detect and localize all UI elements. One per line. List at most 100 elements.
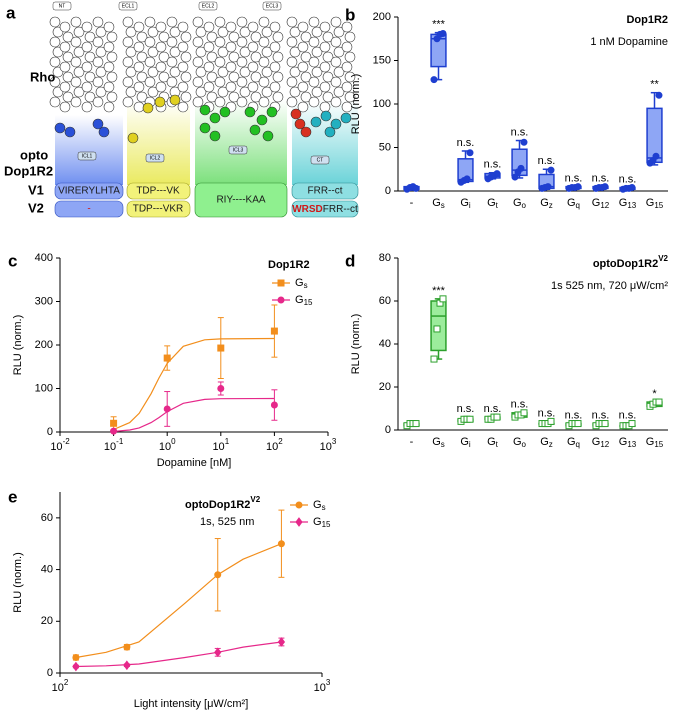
residue	[70, 16, 82, 28]
residue	[297, 101, 309, 113]
residue	[180, 31, 192, 43]
residue	[286, 76, 298, 88]
residue	[250, 31, 262, 43]
residue	[286, 36, 298, 48]
residue	[144, 76, 156, 88]
residue	[95, 46, 107, 58]
residue	[158, 71, 170, 83]
sequence-box	[291, 182, 359, 200]
residue	[95, 66, 107, 78]
residue	[324, 126, 336, 138]
residue	[286, 56, 298, 68]
residue	[98, 126, 110, 138]
y-tick-label: 200	[373, 11, 391, 23]
y-tick-label: 100	[373, 98, 391, 110]
y-tick-label: 400	[35, 252, 53, 264]
residue	[49, 76, 61, 88]
residue	[144, 36, 156, 48]
residue	[250, 91, 262, 103]
y-axis-label: RLU (norm.)	[12, 315, 24, 376]
residue	[122, 16, 134, 28]
residue	[289, 66, 301, 78]
residue	[333, 46, 345, 58]
residue	[300, 51, 312, 63]
residue	[206, 91, 218, 103]
receptor-diagram: a Rho opto Dop1R2 V1 V2 VIRERYLHTA TDP--…	[4, 3, 359, 218]
residue	[199, 104, 211, 116]
residue	[269, 61, 281, 73]
sequence: WRSDFRR--ct	[292, 204, 358, 215]
sequence: -	[87, 204, 90, 215]
panel-label: e	[8, 487, 17, 506]
x-tick-label: 102	[52, 678, 69, 694]
residue	[133, 101, 145, 113]
residue	[322, 31, 334, 43]
y-axis-label: RLU (norm.)	[350, 314, 362, 375]
residue	[228, 71, 240, 83]
significance: n.s.	[511, 399, 529, 411]
y-tick-label: 20	[379, 381, 391, 393]
data-point	[628, 420, 636, 428]
residue	[62, 71, 74, 83]
chart-title: optoDop1R2V2	[593, 254, 669, 270]
residue	[203, 61, 215, 73]
row-label: opto	[20, 147, 48, 162]
sequence: TDP---VK	[136, 186, 180, 197]
residue	[81, 41, 93, 53]
residue	[169, 26, 181, 38]
residue	[239, 26, 251, 38]
residue	[247, 41, 259, 53]
residue	[297, 41, 309, 53]
y-axis-label: RLU (norm.)	[350, 74, 362, 135]
chart-subtitle: 1s 525 nm, 720 μW/cm²	[551, 280, 668, 292]
residue	[95, 86, 107, 98]
residue	[217, 46, 229, 58]
residue	[177, 21, 189, 33]
residue	[92, 76, 104, 88]
x-tick-label: 103	[314, 678, 331, 694]
residue	[225, 41, 237, 53]
data-point	[217, 344, 225, 352]
x-tick-label: G13	[619, 197, 637, 210]
loop-label: ECL3	[266, 3, 279, 9]
row-label: Rho	[30, 69, 55, 84]
residue	[262, 130, 274, 142]
residue	[81, 81, 93, 93]
significance: n.s.	[538, 155, 556, 167]
data-point	[520, 138, 528, 146]
residue	[249, 124, 261, 136]
residue	[214, 96, 226, 108]
significance: n.s.	[592, 173, 610, 185]
residue	[209, 130, 221, 142]
residue	[154, 96, 166, 108]
residue	[300, 126, 312, 138]
residue	[228, 51, 240, 63]
residue	[54, 122, 66, 134]
residue	[272, 91, 284, 103]
residue	[261, 26, 273, 38]
residue	[177, 61, 189, 73]
data-point	[547, 417, 555, 425]
x-tick-label: Gz	[540, 436, 553, 449]
residue	[308, 56, 320, 68]
y-tick-label: 0	[47, 667, 53, 679]
loop-label: NT	[59, 3, 66, 9]
data-point	[123, 660, 131, 671]
residue	[177, 41, 189, 53]
residue	[311, 26, 323, 38]
x-tick-label: Gi	[460, 436, 471, 449]
residue	[228, 91, 240, 103]
data-point	[511, 173, 519, 181]
residue	[294, 118, 306, 130]
data-point	[544, 183, 552, 191]
data-point	[466, 149, 474, 157]
residue	[319, 61, 331, 73]
data-point	[520, 409, 528, 417]
residue	[195, 66, 207, 78]
residue	[133, 81, 145, 93]
sequence: VIRERYLHTA	[58, 186, 120, 197]
residue	[311, 46, 323, 58]
residue	[92, 16, 104, 28]
residue	[169, 66, 181, 78]
